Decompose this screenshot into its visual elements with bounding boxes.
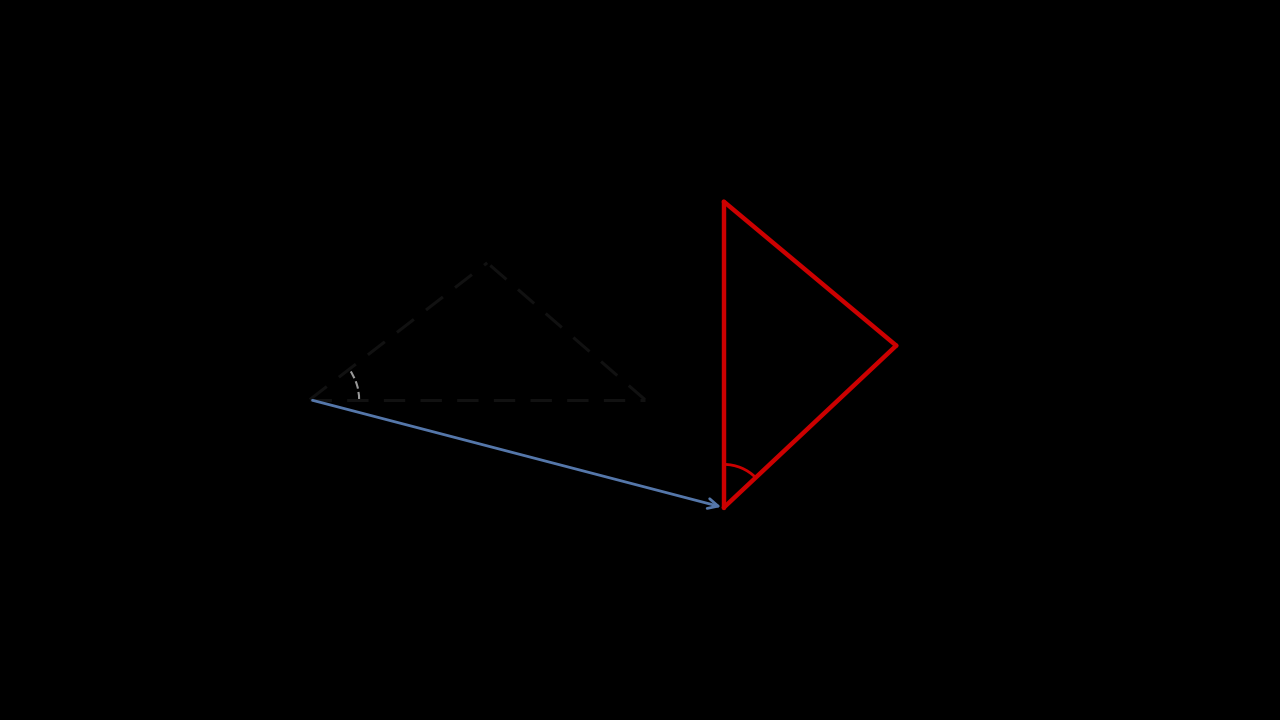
Text: composition of: composition of [685,88,893,112]
Text: 0: 0 [756,521,765,536]
Text: Given two triangles with two pairs of equal sides: Given two triangles with two pairs of eq… [216,40,826,63]
Text: A: A [274,388,288,408]
Text: and an included equal angle,  a: and an included equal angle, a [216,88,620,112]
Text: Therefore, the triangles are congruent.: Therefore, the triangles are congruent. [216,635,704,659]
Text: and: and [216,235,264,258]
Text: reflection): reflection) [216,281,344,305]
Text: basic rigid motions: basic rigid motions [216,137,486,161]
Text: C: C [906,334,920,354]
Text: A: A [733,516,748,536]
Text: translation,  rotation,: translation, rotation, [234,186,499,210]
Text: 0: 0 [756,181,765,197]
Text: maps the image of one triangle onto the other.: maps the image of one triangle onto the … [216,580,915,606]
Text: (: ( [216,186,227,210]
Text: B: B [657,410,671,431]
Text: C: C [497,235,512,256]
Text: B: B [733,173,748,193]
Text: 0: 0 [929,342,938,356]
